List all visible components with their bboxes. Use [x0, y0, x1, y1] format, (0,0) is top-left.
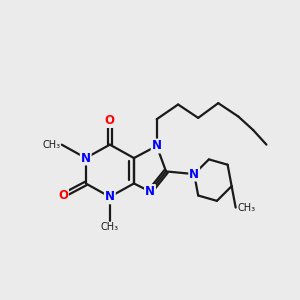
Text: O: O	[105, 114, 115, 127]
Text: N: N	[81, 152, 91, 164]
Text: N: N	[189, 168, 199, 181]
Text: N: N	[145, 185, 155, 198]
Text: CH₃: CH₃	[238, 202, 256, 213]
Text: CH₃: CH₃	[101, 222, 119, 232]
Text: O: O	[58, 189, 68, 202]
Text: N: N	[105, 190, 115, 203]
Text: N: N	[152, 140, 162, 152]
Text: CH₃: CH₃	[42, 140, 60, 150]
